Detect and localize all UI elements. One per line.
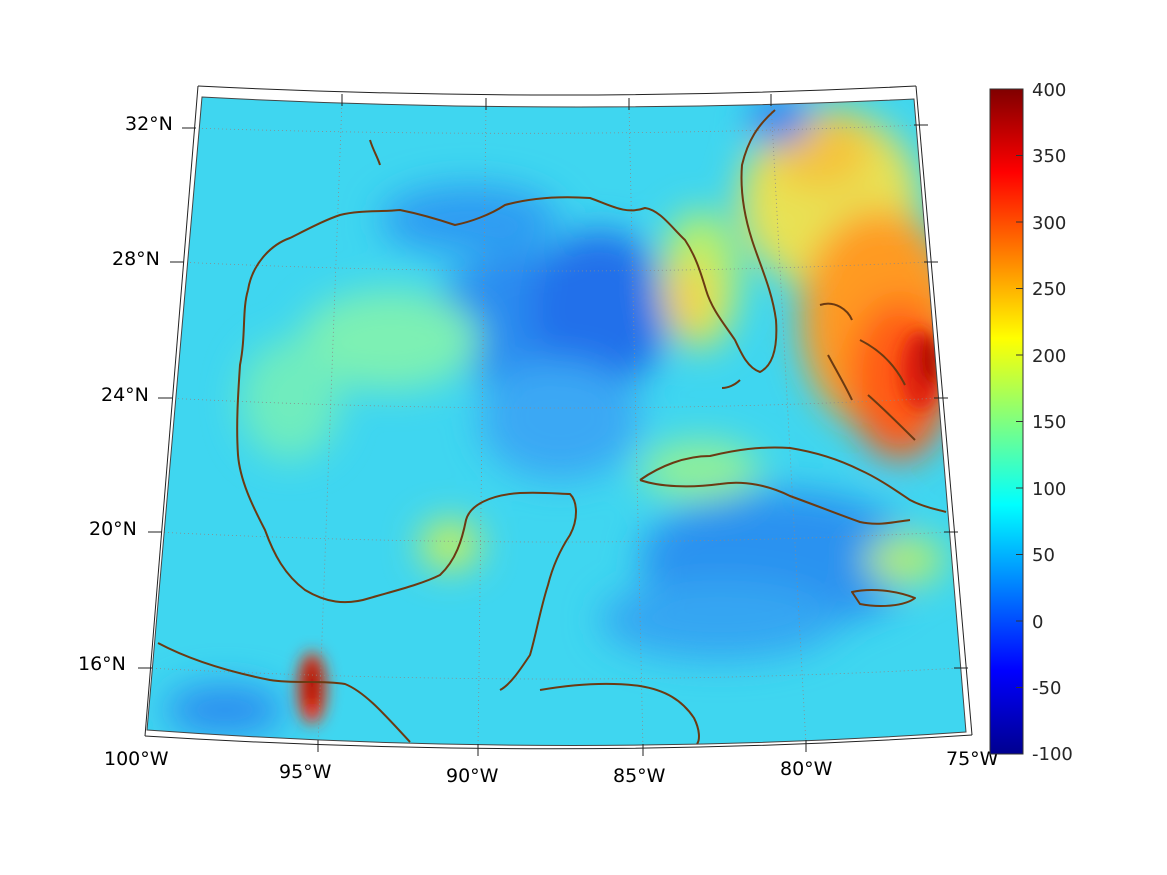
map-field — [147, 97, 966, 746]
coastlines — [157, 109, 947, 745]
colorbar-label-300: 300 — [1032, 213, 1066, 234]
longitude-labels: 100°W 95°W 90°W 85°W 80°W 75°W — [104, 748, 999, 787]
colorbar-label-350: 350 — [1032, 146, 1066, 167]
lat-label-16n: 16°N — [78, 653, 126, 675]
colorbar-ticks — [1016, 155, 1023, 688]
lon-label-90w: 90°W — [446, 765, 499, 787]
colorbar: 400 350 300 250 200 150 100 50 0 -50 -10… — [989, 80, 1073, 765]
lon-label-100w: 100°W — [104, 748, 169, 770]
colorbar-label-250: 250 — [1032, 279, 1066, 300]
colorbar-label-minus50: -50 — [1032, 678, 1061, 699]
lat-label-20n: 20°N — [89, 518, 137, 540]
colorbar-label-50: 50 — [1032, 545, 1055, 566]
lon-label-80w: 80°W — [780, 758, 833, 780]
colorbar-label-200: 200 — [1032, 346, 1066, 367]
map-frame — [146, 96, 967, 747]
colorbar-label-0: 0 — [1032, 612, 1043, 633]
lat-label-24n: 24°N — [101, 384, 149, 406]
lat-label-32n: 32°N — [125, 113, 173, 135]
latitude-labels: 32°N 28°N 24°N 20°N 16°N — [78, 113, 173, 675]
colorbar-label-400: 400 — [1032, 80, 1066, 101]
lon-label-95w: 95°W — [279, 761, 332, 783]
graticule — [147, 99, 961, 746]
lat-label-28n: 28°N — [112, 248, 160, 270]
colorbar-label-100: 100 — [1032, 479, 1066, 500]
lon-label-75w: 75°W — [946, 748, 999, 770]
colorbar-label-150: 150 — [1032, 412, 1066, 433]
map-border-ticks — [138, 85, 973, 756]
lon-label-85w: 85°W — [613, 765, 666, 787]
colorbar-label-minus100: -100 — [1032, 744, 1073, 765]
